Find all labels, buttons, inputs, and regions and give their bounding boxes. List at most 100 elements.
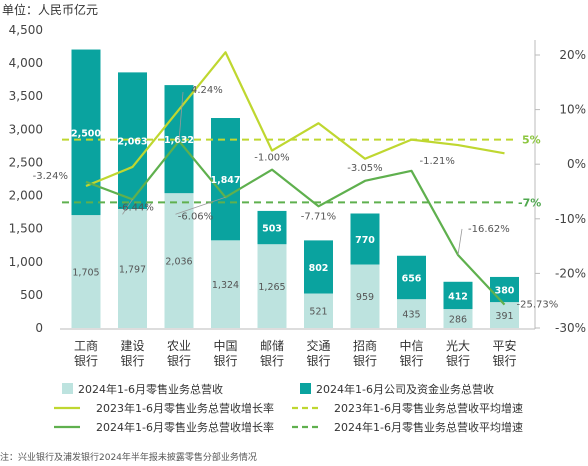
bar-retail-label: 391 [495,311,513,322]
left-tick-label: 2,500 [9,155,43,169]
growth-2024-label: -16.62% [468,224,510,235]
left-tick-label: 500 [20,288,43,302]
bar-corporate [397,255,426,300]
category-label: 建设 [120,339,144,353]
growth-line-2023 [85,51,505,188]
category-label: 银行 [306,354,330,368]
right-tick-label: 20% [559,48,586,62]
legend-label: 2024年1-6月零售业务总营收 [78,382,223,396]
growth-2024-label: -3.05% [347,163,382,174]
bar-corporate [71,49,101,216]
legend-label: 2024年1-6月零售业务总营收平均增速 [334,420,523,434]
category-label: 平安 [492,338,516,353]
bar-corporate-label: 770 [355,235,375,246]
bar-corporate-label: 380 [495,286,515,297]
left-tick-label: 2,000 [9,189,43,203]
category-label: 银行 [74,354,98,368]
bar-corporate [304,240,333,294]
growth-2024-label: -1.00% [254,153,289,164]
bar-corporate [350,213,380,265]
unit-label: 单位：人民币亿元 [2,2,98,17]
right-tick-label: -30% [555,321,586,335]
bar-retail [350,264,380,328]
bar-corporate-label: 412 [448,291,468,302]
bar-retail [71,215,101,328]
category-label: 中信 [399,338,423,353]
bar-retail [257,244,287,328]
left-tick-label: 4,500 [9,23,43,37]
left-tick-label: 1,000 [9,255,43,269]
bar-retail-label: 2,036 [165,257,192,268]
category-label: 银行 [167,354,191,368]
legend-label: 2023年1-6月零售业务总营收增长率 [96,401,274,415]
legend-label: 2023年1-6月零售业务总营收平均增速 [334,401,523,415]
right-tick-label: 0% [567,157,586,171]
category-label: 交通 [306,338,330,353]
growth-lines [85,51,506,306]
category-label: 银行 [399,354,423,368]
legend: 2024年1-6月零售业务总营收 2024年1-6月公司及资金业务总营收 2023年… [54,382,523,434]
left-tick-label: 3,500 [9,89,43,103]
growth-label-leader [457,228,463,256]
axes: 0 500 1,000 1,500 2,000 2,500 3,000 3,500 4,000 4… [9,23,586,368]
growth-label-leader [122,199,133,215]
footnote: 注：兴业银行及浦发银行2024年半年报未披露零售分部业务情况 [0,451,257,463]
bar-corporate [211,118,240,241]
category-label: 银行 [260,354,284,368]
category-label: 光大 [446,339,470,353]
left-tick-label: 4,000 [9,56,43,70]
bar-retail-label: 521 [309,307,327,318]
average-lines: 5% -7% [62,134,541,209]
legend-label: 2024年1-6月公司及资金业务总营收 [316,382,494,396]
bar-corporate-label: 2,063 [117,137,147,148]
bar-retail-label: 286 [449,315,467,326]
growth-2024-label: -3.24% [33,171,68,182]
left-tick-label: 1,500 [9,222,43,236]
bar-corporate [490,276,519,303]
growth-2024-label: -7.71% [301,211,336,222]
growth-label-leader [175,196,226,215]
bar-retail-label: 1,797 [119,264,146,275]
bar-retail-label: 435 [402,310,420,321]
growth-2024-label: -6.44% [119,202,154,213]
category-label: 农业 [167,339,191,353]
left-tick-label: 0 [35,321,43,335]
bar-retail-label: 959 [356,292,374,303]
growth-label-leader [178,92,184,142]
category-label: 银行 [120,354,144,368]
avg-label-2024: -7% [518,196,541,209]
left-tick-label: 3,000 [9,122,43,136]
category-label: 银行 [446,354,470,368]
bar-corporate-label: 656 [402,273,422,284]
growth-2024-label: 4.24% [191,85,223,96]
bar-retail-label: 1,265 [258,282,285,293]
bar-retail [490,302,519,328]
category-label: 邮储 [260,338,284,353]
category-label: 工商 [74,338,98,353]
legend-label: 2024年1-6月零售业务总营收增长率 [96,420,274,434]
bar-retail [443,309,473,328]
legend-swatch [300,383,311,394]
bar-corporate-label: 1,847 [210,175,240,186]
bar-retail-label: 1,324 [212,280,239,291]
right-tick-label: -10% [555,212,586,226]
avg-label-2023: 5% [522,134,541,147]
bar-retail [211,240,240,328]
legend-swatch [62,383,73,394]
category-label: 招商 [353,338,377,353]
growth-2024-label: -1.21% [420,156,455,167]
bar-retail [304,293,333,328]
right-tick-label: 10% [559,103,586,117]
growth-2024-label: -25.73% [517,300,559,311]
bar-retail [118,208,147,328]
category-label: 银行 [492,354,516,368]
bar-corporate [257,210,287,245]
bar-corporate-label: 802 [309,263,329,274]
bar-corporate-label: 2,500 [71,128,101,139]
data-labels: 1,7052,5001,7972,0632,0361,6321,3241,847… [33,85,559,325]
bar-retail [164,193,194,328]
right-tick-label: -20% [555,266,586,280]
category-label: 中国 [213,338,237,353]
growth-line-2024 [85,139,506,306]
